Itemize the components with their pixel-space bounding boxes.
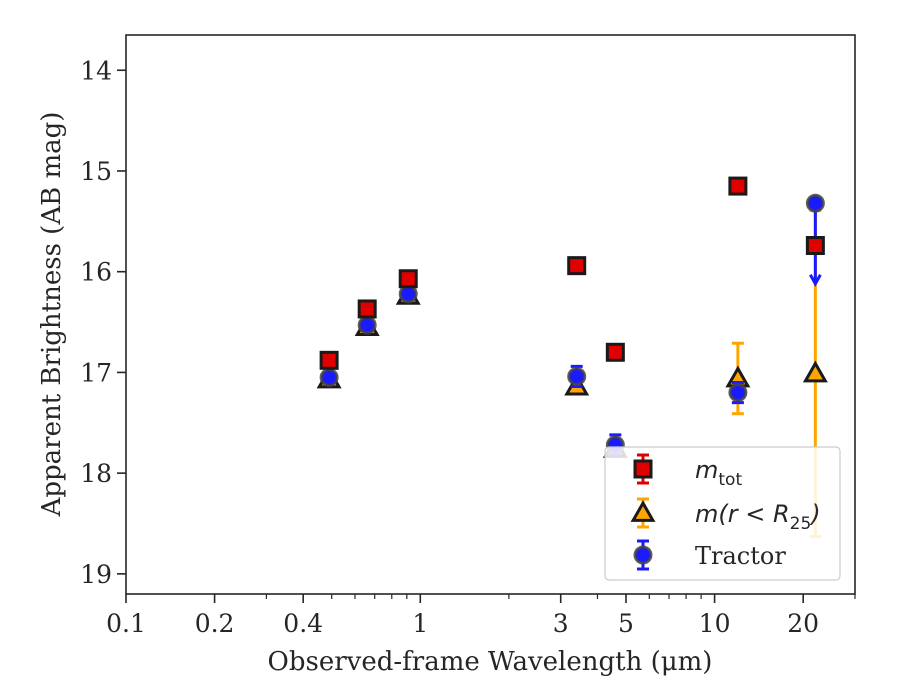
y-tick-label: 18 xyxy=(80,459,112,488)
legend-marker xyxy=(633,459,653,479)
legend-subscript: tot xyxy=(718,470,742,490)
data-point xyxy=(728,176,748,196)
legend-box xyxy=(604,446,841,581)
axis-ticks xyxy=(117,69,856,603)
legend-marker xyxy=(630,500,656,522)
y-tick-label: 17 xyxy=(80,358,112,387)
x-tick-label: 20 xyxy=(787,609,819,638)
x-tick-label: 10 xyxy=(699,609,731,638)
data-point xyxy=(357,315,377,335)
data-point xyxy=(605,342,625,362)
axis-tick-labels: 0.1 0.2 0.4 1 3 5 10 20 14 15 16 17 18 19 xyxy=(80,56,819,638)
upper-limit-arrow xyxy=(809,274,822,287)
legend-label: Tractor xyxy=(695,542,786,570)
y-tick-label: 14 xyxy=(80,56,112,85)
x-tick-label: 1 xyxy=(412,609,428,638)
data-point xyxy=(319,367,339,387)
y-tick-label: 15 xyxy=(80,157,112,186)
legend-item-tractor: Tractor xyxy=(633,539,786,571)
y-axis-label: Apparent Brightness (AB mag) xyxy=(37,112,67,518)
data-point xyxy=(357,299,377,319)
data-marks xyxy=(316,176,828,539)
x-axis-label: Observed-frame Wavelength (μm) xyxy=(268,647,713,677)
data-point xyxy=(728,383,748,403)
x-tick-label: 0.2 xyxy=(195,609,235,638)
data-point xyxy=(567,366,587,386)
y-tick-label: 16 xyxy=(80,258,112,287)
series-mtot xyxy=(319,176,825,370)
data-point xyxy=(398,269,418,289)
plot-frame xyxy=(125,34,856,595)
legend-subscript: 25 xyxy=(790,514,812,534)
x-tick-label: 3 xyxy=(553,609,569,638)
x-tick-label: 0.4 xyxy=(283,609,323,638)
series-tractor xyxy=(319,193,825,457)
data-point xyxy=(802,360,828,383)
legend-marker xyxy=(633,545,653,565)
x-tick-label: 5 xyxy=(618,609,634,638)
data-point xyxy=(805,193,825,213)
data-point xyxy=(567,256,587,276)
data-point xyxy=(805,236,825,256)
data-point xyxy=(398,284,418,304)
y-tick-label: 19 xyxy=(80,560,112,589)
x-tick-label: 0.1 xyxy=(106,609,146,638)
legend-tail: ) xyxy=(809,500,820,528)
data-point xyxy=(319,350,339,370)
